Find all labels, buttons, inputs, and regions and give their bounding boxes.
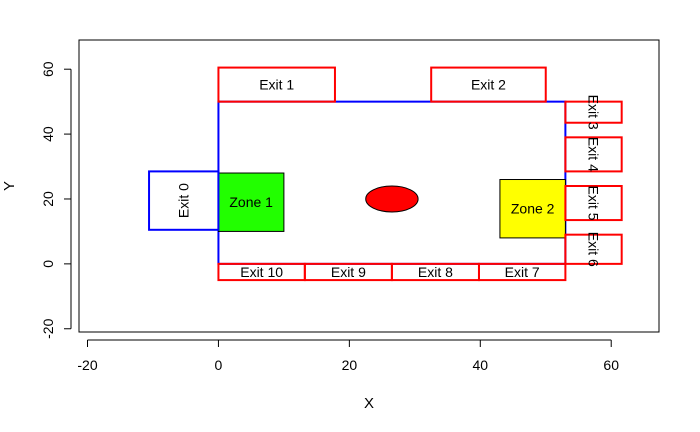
zone-rect-1: [217, 172, 285, 232]
y-tick-label: 60: [40, 61, 56, 77]
exit-rect-10: [217, 262, 306, 282]
y-axis-label: Y: [1, 181, 18, 191]
exit-rect-1: [217, 66, 336, 103]
exit-label-2: Exit 2: [471, 77, 506, 93]
exit-label-7: Exit 7: [505, 264, 540, 280]
exit-label-4: Exit 4: [586, 137, 602, 172]
exit-label-5: Exit 5: [586, 186, 602, 221]
exit-label-6: Exit 6: [586, 232, 602, 267]
exit-label-8: Exit 8: [418, 264, 453, 280]
exit-label-0: Exit 0: [176, 183, 192, 218]
axes-layer: -20 0 20 40 60 -20 0 20 40 60: [40, 61, 619, 373]
y-tick-label: -20: [40, 318, 56, 338]
x-tick-label: 60: [603, 357, 619, 373]
plot-frame: [78, 39, 660, 333]
exit-label-1: Exit 1: [259, 77, 294, 93]
exit-label-3: Exit 3: [586, 95, 602, 130]
exit-rect-4: [564, 136, 623, 173]
exit-rect-5: [564, 185, 623, 222]
x-tick-label: -20: [77, 357, 97, 373]
x-axis-label: X: [364, 395, 374, 412]
y-tick-label: 40: [40, 126, 56, 142]
zone-label-2: Zone 2: [511, 201, 555, 217]
x-tick-label: 40: [472, 357, 488, 373]
exit-rect-6: [564, 233, 623, 265]
obstacle-circle: [365, 185, 419, 213]
x-tick-label: 20: [342, 357, 358, 373]
exit-label-10: Exit 10: [240, 264, 283, 280]
exit-rect-3: [564, 100, 623, 124]
y-tick-label: 0: [40, 260, 56, 268]
plot-frame-layer: [78, 39, 660, 333]
exit-rect-2: [430, 66, 547, 103]
exit-rect-0: [148, 170, 220, 231]
shapes-layer: Exit 0 Exit 1 Exit 2 Exit 3 Exit 4 Exit 5 Exit…: [148, 66, 623, 282]
exit-label-9: Exit 9: [331, 264, 366, 280]
zone-label-1: Zone 1: [229, 194, 273, 210]
x-tick-label: 0: [215, 357, 223, 373]
y-tick-label: 20: [40, 191, 56, 207]
zone-rect-2: [499, 179, 566, 239]
